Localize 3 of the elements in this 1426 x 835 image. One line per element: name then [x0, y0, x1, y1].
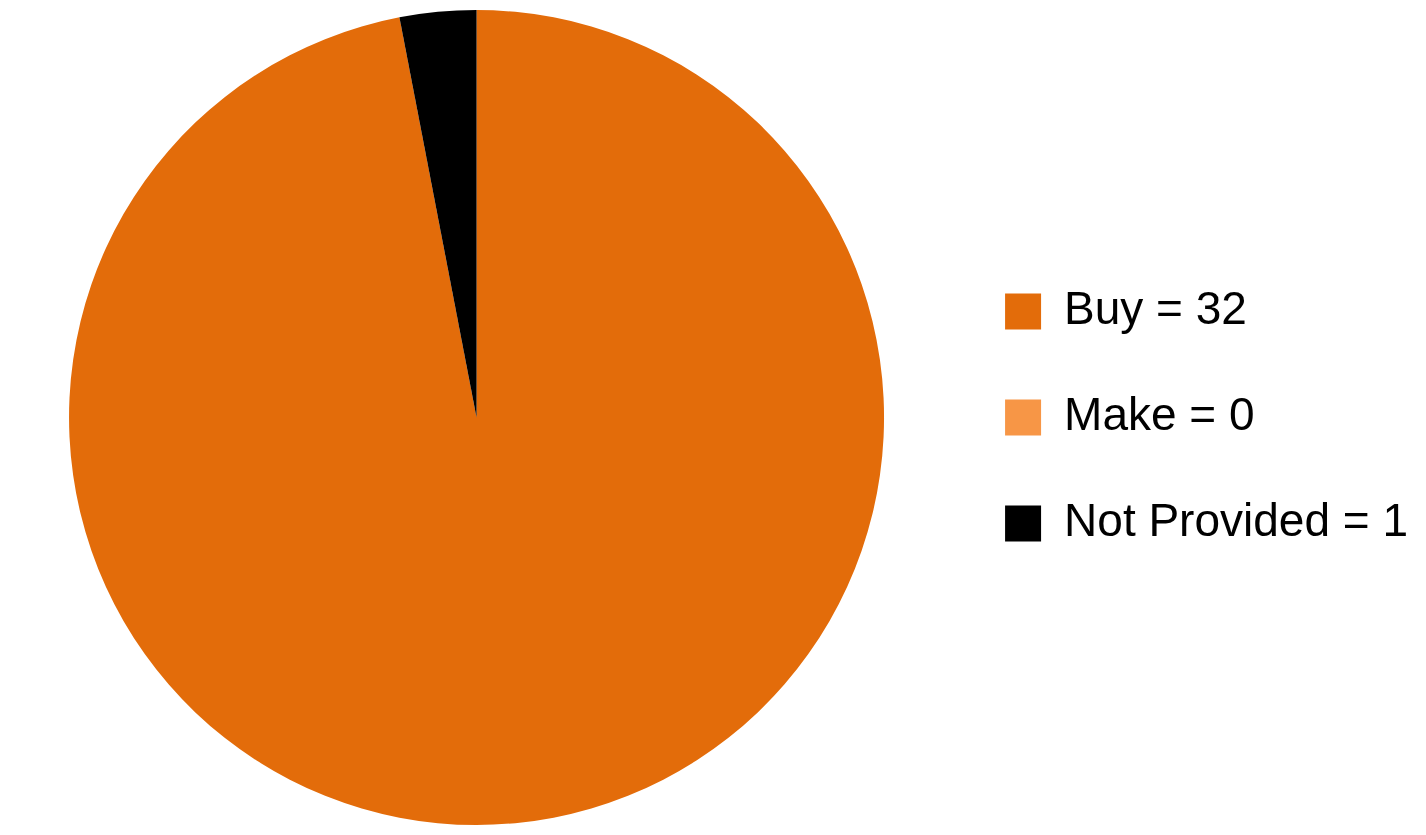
- legend-label: Make = 0: [1064, 388, 1255, 441]
- legend-label: Buy = 32: [1064, 282, 1247, 335]
- legend-label: Not Provided = 1: [1064, 494, 1408, 547]
